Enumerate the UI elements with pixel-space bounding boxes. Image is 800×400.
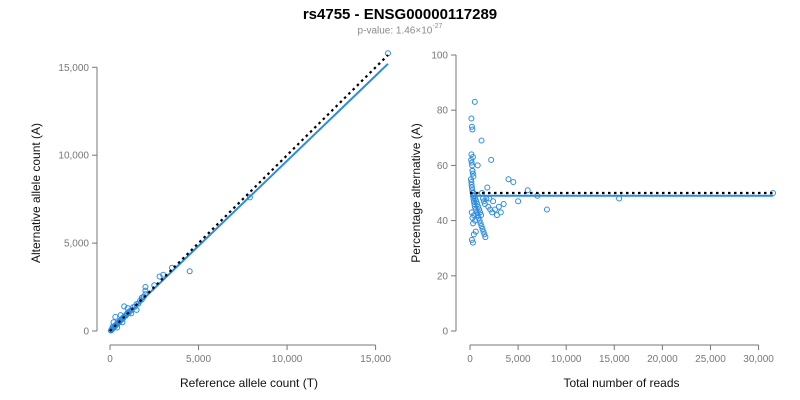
p-value-text: p-value: 1.46×10: [357, 25, 433, 37]
data-point: [484, 184, 491, 191]
data-point: [246, 194, 253, 201]
y-axis-label: Percentage alternative (A): [409, 123, 423, 262]
data-point: [524, 187, 531, 194]
y-tick-label: 0: [83, 327, 89, 338]
data-point: [488, 156, 495, 163]
x-axis-label: Reference allele count (T): [180, 376, 318, 390]
data-point: [468, 181, 475, 188]
x-axis-label: Total number of reads: [563, 376, 679, 390]
x-tick-label: 25,000: [695, 354, 726, 365]
data-point: [472, 228, 479, 235]
y-tick-label: 20: [437, 271, 449, 282]
y-tick-label: 0: [442, 327, 448, 338]
data-point: [477, 220, 484, 227]
y-tick-label: 80: [437, 106, 449, 117]
data-point: [478, 212, 485, 219]
data-point: [469, 170, 476, 177]
data-point: [479, 225, 486, 232]
x-tick-label: 15,000: [360, 354, 391, 365]
x-tick-label: 30,000: [743, 354, 774, 365]
data-point: [475, 203, 482, 210]
data-point: [505, 176, 512, 183]
data-point: [473, 198, 480, 205]
fit-line: [109, 63, 389, 332]
data-point: [469, 167, 476, 174]
data-point: [385, 50, 391, 57]
data-point: [468, 115, 475, 122]
data-point: [469, 239, 476, 246]
x-tick-label: 5,000: [186, 354, 211, 365]
data-point: [543, 206, 550, 213]
chart-subtitle: p-value: 1.46×10-27: [0, 23, 800, 37]
x-tick-label: 5,000: [506, 354, 531, 365]
data-point: [500, 201, 507, 208]
x-tick-label: 0: [467, 354, 473, 365]
data-point: [482, 234, 489, 241]
data-point: [497, 209, 504, 216]
data-point: [124, 305, 131, 312]
data-point: [480, 228, 487, 235]
data-point: [112, 313, 119, 320]
data-point: [469, 162, 476, 169]
data-point: [142, 284, 149, 291]
y-axis-label: Alternative allele count (A): [29, 123, 43, 263]
y-tick-label: 100: [431, 51, 448, 62]
panel-percentage-alternative: 0 20 40 60 80 100 0 5,000 10,000 15,000 20,000 25,0…: [409, 51, 776, 390]
data-point: [468, 156, 475, 163]
x-tick-label: 0: [107, 354, 113, 365]
x-tick-label: 15,000: [599, 354, 630, 365]
x-tick-label: 10,000: [551, 354, 582, 365]
data-point: [471, 212, 478, 219]
data-point: [478, 137, 485, 144]
data-point: [472, 217, 479, 224]
p-value-exponent: -27: [432, 23, 443, 30]
y-tick-label: 10,000: [58, 151, 89, 162]
data-point: [133, 306, 140, 313]
data-point: [121, 303, 128, 310]
data-point: [186, 268, 193, 275]
data-point: [474, 162, 481, 169]
data-point: [142, 287, 149, 294]
y-tick-label: 60: [437, 161, 449, 172]
data-point: [481, 231, 488, 238]
data-point: [468, 159, 475, 166]
data-point: [489, 209, 496, 216]
y-tick-label: 5,000: [64, 239, 89, 250]
data-point: [156, 273, 163, 280]
chart-title: rs4755 - ENSG00000117289: [302, 6, 498, 23]
data-point: [468, 184, 475, 191]
x-tick-label: 10,000: [272, 354, 303, 365]
data-point: [468, 151, 475, 158]
data-point: [467, 176, 474, 183]
data-point: [510, 178, 517, 185]
data-point: [493, 212, 500, 219]
data-point: [515, 198, 522, 205]
data-point: [474, 201, 481, 208]
data-point: [490, 198, 497, 205]
data-point: [616, 195, 623, 202]
data-point: [471, 98, 478, 105]
panel-allele-counts: 0 5,000 10,000 15,000 0 5,000 10,000 15,000 Refe…: [29, 50, 391, 390]
data-point: [468, 178, 475, 185]
data-point: [468, 236, 475, 243]
y-tick-label: 15,000: [58, 63, 89, 74]
data-point: [476, 206, 483, 213]
x-tick-label: 20,000: [647, 354, 678, 365]
y-tick-label: 40: [437, 216, 449, 227]
data-point: [469, 126, 476, 133]
data-point: [117, 312, 124, 319]
data-point: [495, 203, 502, 210]
data-point: [468, 123, 475, 130]
reference-line: [109, 54, 389, 332]
data-point: [477, 209, 484, 216]
data-point: [478, 223, 485, 230]
